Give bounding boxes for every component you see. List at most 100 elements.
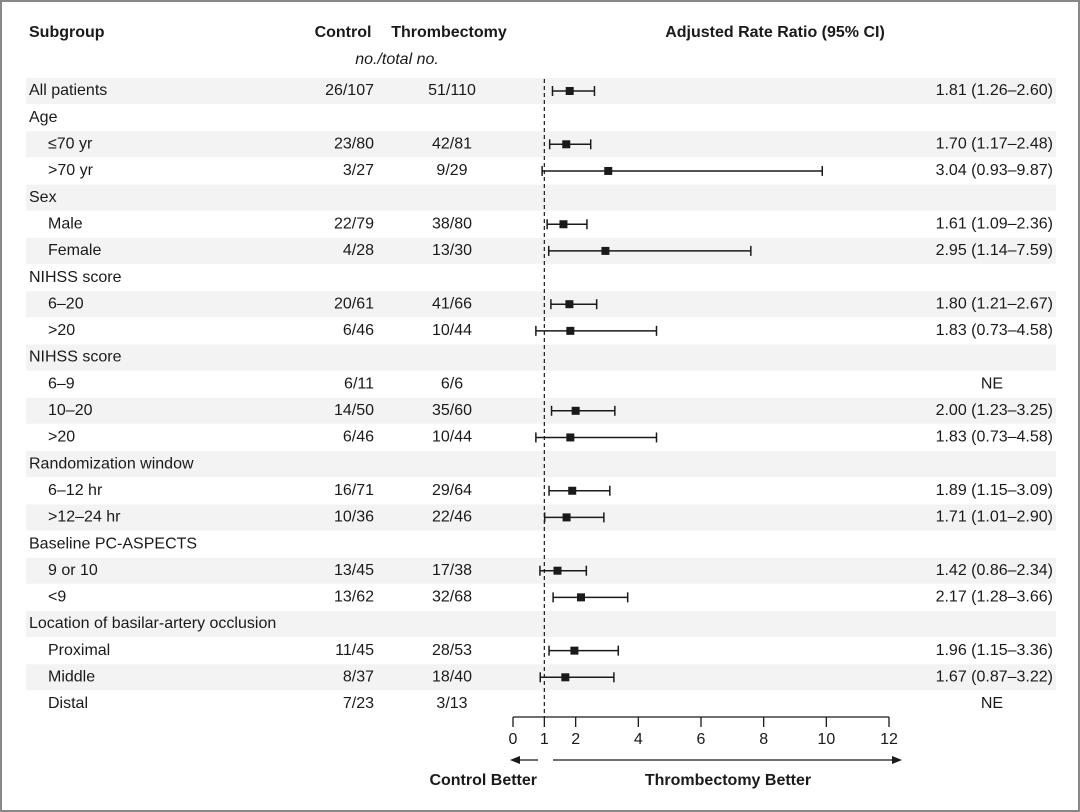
control-count: 22/79 <box>334 215 374 232</box>
point-estimate <box>559 220 568 229</box>
point-estimate <box>604 166 613 175</box>
group-label: Location of basilar-artery occlusion <box>29 615 276 632</box>
x-tick-label: 6 <box>697 731 706 748</box>
estimate-label: 1.71 (1.01–2.90) <box>936 509 1053 526</box>
point-estimate <box>576 593 585 602</box>
subgroup-label: >20 <box>48 429 75 446</box>
subgroup-label: All patients <box>29 82 107 99</box>
point-estimate <box>566 433 575 442</box>
subgroup-label: 6–20 <box>48 295 84 312</box>
group-label: Baseline PC-ASPECTS <box>29 535 197 552</box>
estimate-label: 2.00 (1.23–3.25) <box>936 402 1053 419</box>
x-tick-label: 8 <box>759 731 768 748</box>
thrombectomy-count: 6/6 <box>441 375 463 392</box>
estimate-label: 3.04 (0.93–9.87) <box>936 162 1053 179</box>
estimate-label: 2.17 (1.28–3.66) <box>936 589 1053 606</box>
group-label: Age <box>29 109 58 126</box>
control-count: 10/36 <box>334 509 374 526</box>
thrombectomy-count: 22/46 <box>432 509 472 526</box>
control-count: 11/45 <box>335 642 374 659</box>
point-estimate <box>562 513 571 522</box>
row-shade <box>26 131 1056 158</box>
estimate-label: NE <box>981 695 1003 712</box>
row-shade <box>26 451 1056 478</box>
subgroup-label: Distal <box>48 695 88 712</box>
x-tick-label: 12 <box>880 731 898 748</box>
estimate-label: 1.81 (1.26–2.60) <box>936 82 1053 99</box>
row-shade <box>26 291 1056 318</box>
estimate-label: 1.61 (1.09–2.36) <box>936 215 1053 232</box>
control-count: 4/28 <box>343 242 374 259</box>
thrombectomy-count: 3/13 <box>436 695 467 712</box>
subgroup-label: 9 or 10 <box>48 562 98 579</box>
subgroup-label: <9 <box>48 589 66 606</box>
subgroup-label: 6–12 hr <box>48 482 103 499</box>
row-shade <box>26 344 1056 371</box>
subgroup-label: Middle <box>48 669 95 686</box>
point-estimate <box>562 140 571 149</box>
control-count: 20/61 <box>334 295 374 312</box>
thrombectomy-count: 38/80 <box>432 215 472 232</box>
row-shade <box>26 611 1056 637</box>
point-estimate <box>561 673 570 682</box>
row-shade <box>26 504 1056 531</box>
thrombectomy-count: 29/64 <box>432 482 472 499</box>
row-shade <box>26 237 1056 264</box>
right-arrowhead <box>892 756 902 764</box>
estimate-label: 1.83 (0.73–4.58) <box>936 429 1053 446</box>
group-label: NIHSS score <box>29 269 122 286</box>
estimate-label: 1.96 (1.15–3.36) <box>936 642 1053 659</box>
row-shade <box>26 184 1056 211</box>
control-count: 8/37 <box>343 669 374 686</box>
header-effect: Adjusted Rate Ratio (95% CI) <box>665 24 885 41</box>
estimate-label: 1.89 (1.15–3.09) <box>936 482 1053 499</box>
point-estimate <box>571 406 580 415</box>
control-count: 6/11 <box>344 375 374 392</box>
header-thrombectomy: Thrombectomy <box>391 24 507 41</box>
control-count: 6/46 <box>343 322 374 339</box>
thrombectomy-count: 42/81 <box>432 136 472 153</box>
control-count: 14/50 <box>334 402 374 419</box>
control-count: 3/27 <box>343 162 374 179</box>
header-subgroup: Subgroup <box>29 24 105 41</box>
thrombectomy-count: 10/44 <box>432 429 472 446</box>
thrombectomy-count: 32/68 <box>432 589 472 606</box>
control-count: 13/45 <box>334 562 374 579</box>
thrombectomy-count: 28/53 <box>432 642 472 659</box>
point-estimate <box>568 486 577 495</box>
thrombectomy-count: 10/44 <box>432 322 472 339</box>
subgroup-label: >70 yr <box>48 162 94 179</box>
subgroup-label: 10–20 <box>48 402 93 419</box>
subgroup-label: Male <box>48 215 83 232</box>
point-estimate <box>565 300 574 309</box>
control-count: 7/23 <box>343 695 374 712</box>
thrombectomy-count: 51/110 <box>428 82 476 99</box>
control-count: 13/62 <box>334 589 374 606</box>
x-tick-label: 1 <box>540 731 549 748</box>
point-estimate <box>570 646 579 655</box>
estimate-label: 1.70 (1.17–2.48) <box>936 136 1053 153</box>
thrombectomy-count: 18/40 <box>432 669 472 686</box>
point-estimate <box>565 87 574 95</box>
group-label: NIHSS score <box>29 349 122 366</box>
point-estimate <box>553 566 562 575</box>
header-units: no./total no. <box>355 51 439 68</box>
thrombectomy-count: 17/38 <box>432 562 472 579</box>
control-count: 23/80 <box>334 136 374 153</box>
estimate-label: 2.95 (1.14–7.59) <box>936 242 1053 259</box>
subgroup-label: 6–9 <box>48 375 75 392</box>
control-count: 26/107 <box>325 82 374 99</box>
left-direction-label: Control Better <box>429 772 537 789</box>
subgroup-label: >12–24 hr <box>48 509 121 526</box>
point-estimate <box>601 246 610 255</box>
subgroup-label: >20 <box>48 322 75 339</box>
subgroup-label: ≤70 yr <box>48 136 93 153</box>
thrombectomy-count: 13/30 <box>432 242 472 259</box>
point-estimate <box>566 326 575 335</box>
estimate-label: 1.83 (0.73–4.58) <box>936 322 1053 339</box>
x-tick-label: 0 <box>509 731 518 748</box>
x-tick-label: 4 <box>634 731 643 748</box>
control-count: 6/46 <box>343 429 374 446</box>
